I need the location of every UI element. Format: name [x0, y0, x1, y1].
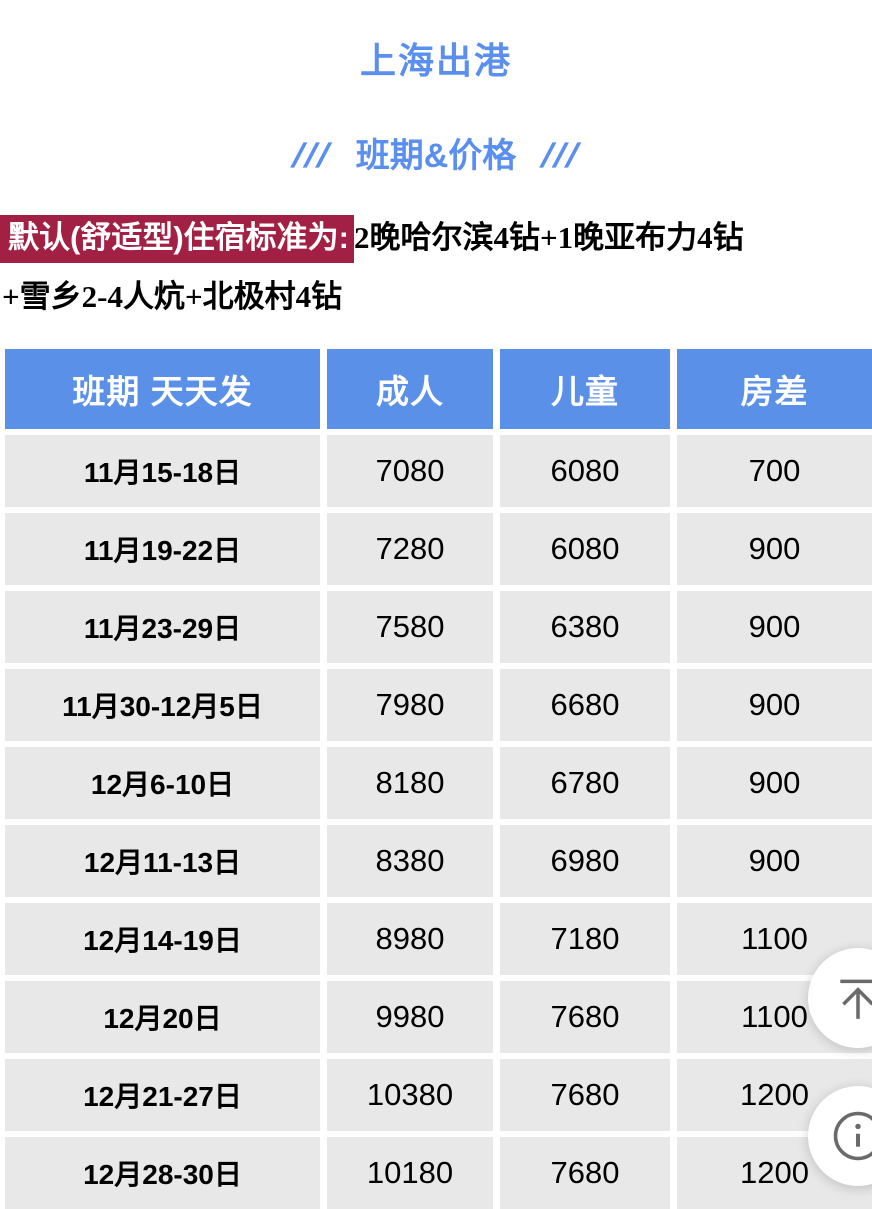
schedule-cell: 12月28-30日 [5, 1137, 320, 1209]
child-price-cell: 6380 [500, 591, 670, 663]
room-diff-cell: 700 [677, 435, 872, 507]
adult-price-cell: 8980 [327, 903, 493, 975]
adult-price-cell: 10380 [327, 1059, 493, 1131]
page-title: 上海出港 [0, 32, 872, 84]
info-icon [831, 1109, 872, 1163]
col-header-room-diff: 房差 [677, 349, 872, 429]
adult-price-cell: 7580 [327, 591, 493, 663]
note-highlight-label: 默认(舒适型)住宿标准为: [0, 215, 354, 263]
note-line-1: 默认(舒适型)住宿标准为:2晚哈尔滨4钻+1晚亚布力4钻 [0, 215, 872, 263]
slash-decor-right: /// [539, 137, 582, 176]
room-diff-cell: 900 [677, 513, 872, 585]
accommodation-note: 默认(舒适型)住宿标准为:2晚哈尔滨4钻+1晚亚布力4钻 +雪乡2-4人炕+北极… [0, 215, 872, 317]
adult-price-cell: 7980 [327, 669, 493, 741]
child-price-cell: 7680 [500, 1059, 670, 1131]
schedule-cell: 11月19-22日 [5, 513, 320, 585]
adult-price-cell: 10180 [327, 1137, 493, 1209]
schedule-cell: 12月6-10日 [5, 747, 320, 819]
child-price-cell: 6980 [500, 825, 670, 897]
schedule-cell: 12月11-13日 [5, 825, 320, 897]
slash-decor-left: /// [290, 137, 333, 176]
schedule-cell: 11月30-12月5日 [5, 669, 320, 741]
schedule-cell: 12月20日 [5, 981, 320, 1053]
col-header-child: 儿童 [500, 349, 670, 429]
subtitle: 班期&价格 [356, 137, 517, 175]
back-to-top-icon [833, 973, 872, 1023]
room-diff-cell: 900 [677, 591, 872, 663]
adult-price-cell: 8380 [327, 825, 493, 897]
child-price-cell: 7680 [500, 981, 670, 1053]
schedule-cell: 12月21-27日 [5, 1059, 320, 1131]
note-line-1-text: 2晚哈尔滨4钻+1晚亚布力4钻 [354, 220, 744, 255]
subtitle-row: /// 班期&价格 /// [0, 128, 872, 177]
schedule-cell: 11月15-18日 [5, 435, 320, 507]
adult-price-cell: 8180 [327, 747, 493, 819]
room-diff-cell: 900 [677, 825, 872, 897]
schedule-cell: 12月14-19日 [5, 903, 320, 975]
child-price-cell: 6080 [500, 513, 670, 585]
child-price-cell: 7680 [500, 1137, 670, 1209]
col-header-adult: 成人 [327, 349, 493, 429]
col-header-schedule: 班期 天天发 [5, 349, 320, 429]
adult-price-cell: 7080 [327, 435, 493, 507]
note-line-2-text: +雪乡2-4人炕+北极村4钻 [0, 277, 872, 317]
child-price-cell: 7180 [500, 903, 670, 975]
adult-price-cell: 9980 [327, 981, 493, 1053]
schedule-cell: 11月23-29日 [5, 591, 320, 663]
adult-price-cell: 7280 [327, 513, 493, 585]
child-price-cell: 6680 [500, 669, 670, 741]
room-diff-cell: 900 [677, 669, 872, 741]
child-price-cell: 6080 [500, 435, 670, 507]
child-price-cell: 6780 [500, 747, 670, 819]
room-diff-cell: 900 [677, 747, 872, 819]
